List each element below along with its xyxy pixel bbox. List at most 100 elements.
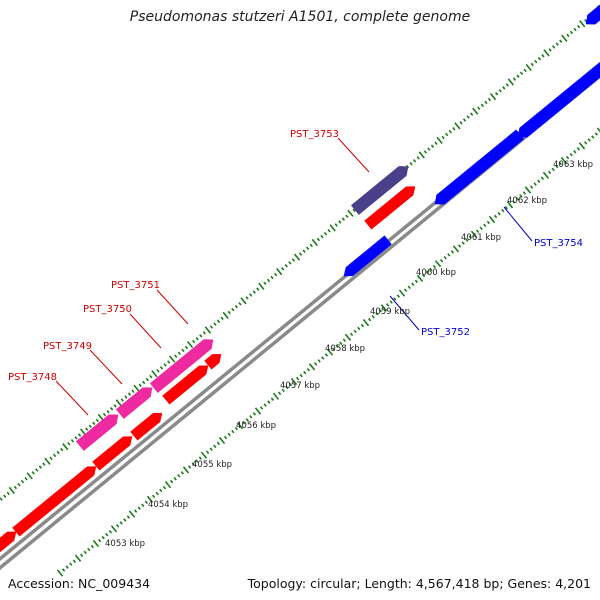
forward-gene[interactable] — [204, 354, 222, 370]
leader-pst-3754 — [503, 206, 533, 242]
forward-gene[interactable] — [0, 531, 17, 553]
tick-mark — [425, 270, 429, 275]
gene-label[interactable]: PST_3754 — [534, 238, 583, 249]
tick-mark — [445, 132, 449, 137]
forward-gene[interactable] — [130, 412, 163, 441]
tick-mark — [127, 392, 132, 396]
tick-mark — [62, 443, 69, 451]
reverse-gene[interactable] — [343, 235, 392, 277]
tick-mark — [429, 267, 433, 272]
tick-mark — [339, 341, 343, 345]
forward-gene[interactable] — [92, 436, 133, 471]
tick-mark — [90, 544, 95, 549]
tick-mark — [462, 118, 467, 122]
leader-pst-3749 — [89, 349, 123, 385]
tick-mark — [479, 226, 483, 231]
tick-mark — [547, 170, 552, 175]
tick-mark — [252, 412, 257, 416]
tick-mark — [430, 144, 435, 148]
tick-mark — [298, 252, 303, 256]
tick-mark — [277, 391, 282, 396]
tick-mark — [231, 307, 235, 312]
tick-mark — [187, 465, 192, 469]
tick-mark — [174, 354, 178, 358]
forward-gene[interactable] — [364, 186, 416, 230]
gene-label[interactable]: PST_3750 — [83, 304, 132, 315]
tick-mark — [541, 54, 545, 58]
forward-gene[interactable] — [162, 365, 209, 405]
tick-mark — [555, 42, 559, 46]
leader-pst-3750 — [129, 313, 162, 349]
tick-mark — [393, 297, 397, 301]
label-leaders — [55, 137, 533, 416]
tick-mark — [115, 399, 122, 407]
tick-mark — [306, 246, 310, 251]
tick-mark — [259, 406, 264, 410]
tick-mark — [483, 223, 487, 228]
reverse-gene[interactable] — [517, 61, 600, 138]
gene-label[interactable]: PST_3748 — [8, 372, 57, 383]
tick-mark — [565, 155, 570, 160]
tick-mark — [256, 287, 260, 291]
tick-mark — [403, 288, 408, 292]
tick-mark — [477, 106, 481, 111]
tick-mark — [375, 312, 379, 316]
tick-mark — [123, 518, 127, 522]
tick-mark — [454, 122, 461, 130]
tick-mark — [443, 256, 447, 260]
tick-mark — [396, 294, 401, 298]
tick-mark — [441, 135, 445, 140]
tick-mark — [505, 83, 509, 87]
tick-mark — [316, 237, 321, 242]
gene-label[interactable]: PST_3752 — [421, 327, 470, 338]
leader-pst-3752 — [389, 295, 420, 331]
tick-mark — [573, 27, 577, 32]
tick-mark — [17, 482, 21, 487]
kbp-label: 4054 kbp — [148, 500, 188, 510]
tick-mark — [323, 231, 328, 236]
kbp-label: 4056 kbp — [236, 421, 276, 431]
tick-mark — [414, 279, 419, 284]
highlighted-gene[interactable] — [75, 414, 119, 451]
tick-mark — [31, 471, 35, 475]
kbp-label: 4063 kbp — [553, 160, 593, 170]
reverse-gene[interactable] — [585, 4, 600, 25]
tick-mark — [281, 266, 285, 271]
tick-mark — [220, 316, 224, 321]
forward-gene[interactable] — [12, 466, 97, 537]
tick-mark — [385, 303, 390, 307]
tick-mark — [180, 471, 185, 475]
tick-mark — [234, 304, 239, 309]
tick-mark — [92, 539, 100, 548]
gene-label[interactable]: PST_3753 — [290, 129, 339, 140]
selected-gene[interactable] — [350, 166, 409, 215]
gene-label[interactable]: PST_3751 — [111, 280, 160, 291]
highlighted-gene[interactable] — [149, 339, 214, 393]
highlighted-gene[interactable] — [115, 387, 153, 419]
tick-mark — [472, 107, 479, 115]
tick-mark — [295, 376, 300, 381]
tick-mark — [498, 89, 502, 93]
tick-mark — [566, 33, 570, 38]
tick-mark — [459, 121, 463, 125]
tick-mark — [309, 243, 313, 248]
tick-mark — [240, 297, 247, 305]
tick-mark — [416, 274, 424, 283]
tick-mark — [270, 397, 275, 401]
tick-mark — [537, 179, 541, 183]
reverse-gene[interactable] — [434, 129, 525, 205]
tick-mark — [434, 141, 438, 146]
tick-mark — [195, 459, 199, 463]
tick-mark — [245, 296, 249, 300]
tick-mark — [42, 462, 46, 466]
tick-mark — [452, 245, 460, 253]
tick-mark — [227, 432, 231, 437]
tick-mark — [83, 550, 87, 555]
tick-mark — [113, 404, 117, 408]
gene-label[interactable]: PST_3749 — [43, 341, 92, 352]
tick-mark — [97, 538, 102, 543]
tick-mark — [529, 185, 534, 189]
tick-mark — [110, 406, 114, 411]
tick-mark — [345, 214, 349, 218]
